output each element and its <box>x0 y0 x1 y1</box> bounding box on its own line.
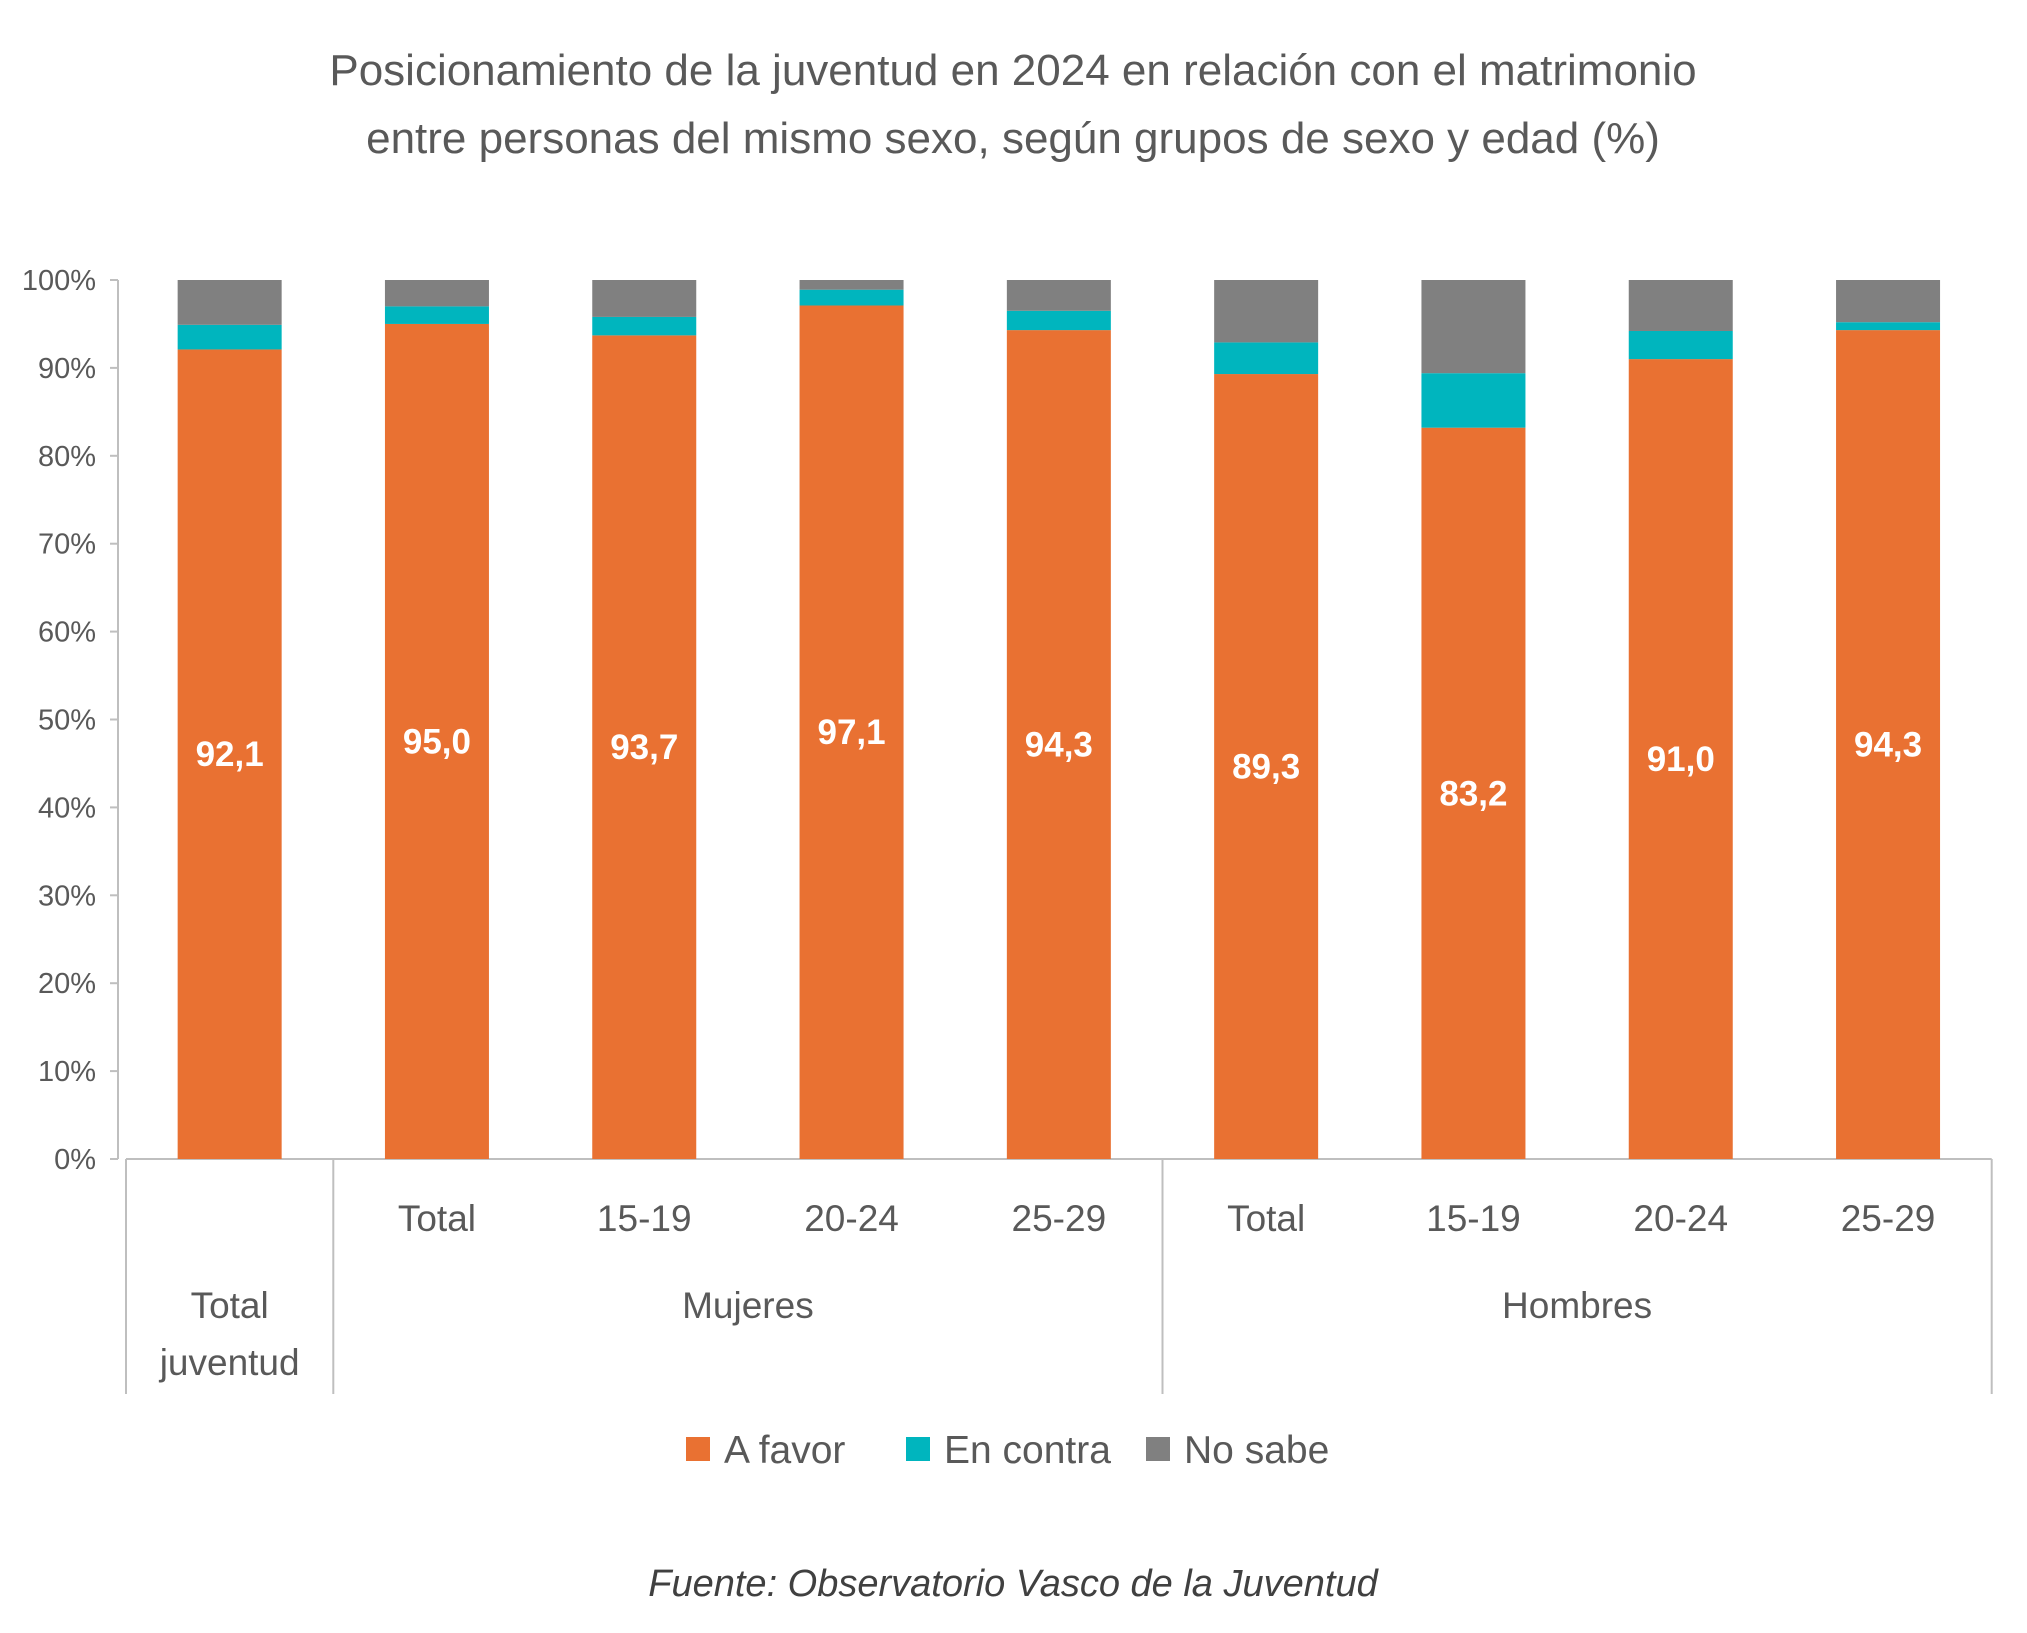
group-label: Hombres <box>1502 1285 1652 1326</box>
legend-swatch <box>686 1437 710 1461</box>
bar-segment-no-sabe <box>1006 280 1111 311</box>
bar-segment-a-favor <box>177 349 282 1159</box>
y-tick-label: 60% <box>38 617 96 649</box>
bar-segment-a-favor <box>384 323 489 1159</box>
group-label: Total <box>191 1285 269 1326</box>
bar-segment-no-sabe <box>384 280 489 307</box>
data-label: 95,0 <box>403 722 471 761</box>
bar-segment-en-contra <box>799 289 904 306</box>
bar-segment-no-sabe <box>1421 280 1526 374</box>
bar-segment-en-contra <box>1421 373 1526 428</box>
chart-title-line-1: Posicionamiento de la juventud en 2024 e… <box>329 46 1696 95</box>
category-label: 15-19 <box>1426 1198 1521 1239</box>
category-label: Total <box>398 1198 476 1239</box>
legend-swatch <box>1146 1437 1170 1461</box>
legend-swatch <box>906 1437 930 1461</box>
bar-segment-no-sabe <box>1214 280 1319 343</box>
category-label: Total <box>1227 1198 1305 1239</box>
chart-title-line-2: entre personas del mismo sexo, según gru… <box>366 114 1660 163</box>
y-tick-label: 0% <box>54 1144 96 1176</box>
source-note: Fuente: Observatorio Vasco de la Juventu… <box>648 1563 1379 1605</box>
bar-segment-no-sabe <box>592 280 697 317</box>
bar-segment-no-sabe <box>177 280 282 325</box>
data-label: 92,1 <box>196 735 264 774</box>
bar-segment-en-contra <box>1006 310 1111 331</box>
legend-label: No sabe <box>1184 1429 1329 1472</box>
category-label: 15-19 <box>597 1198 692 1239</box>
bar-segment-en-contra <box>592 316 697 336</box>
bar-segment-en-contra <box>384 306 489 324</box>
data-label: 89,3 <box>1232 748 1300 787</box>
bar-segment-a-favor <box>1006 330 1111 1159</box>
bar-segment-no-sabe <box>799 280 904 290</box>
bar-segment-en-contra <box>1214 342 1319 375</box>
y-tick-label: 80% <box>38 441 96 473</box>
y-tick-label: 40% <box>38 792 96 824</box>
legend-label: En contra <box>944 1429 1111 1472</box>
y-tick-label: 20% <box>38 968 96 1000</box>
y-tick-label: 100% <box>22 265 96 297</box>
y-tick-label: 70% <box>38 529 96 561</box>
bar-segment-no-sabe <box>1628 280 1733 331</box>
bar-segment-a-favor <box>1421 427 1526 1159</box>
bar-segment-en-contra <box>1836 322 1941 331</box>
group-label: juventud <box>159 1342 300 1383</box>
data-label: 97,1 <box>817 713 885 752</box>
legend-label: A favor <box>724 1429 845 1472</box>
y-tick-label: 10% <box>38 1056 96 1088</box>
bar-segment-no-sabe <box>1836 280 1941 323</box>
category-label: 25-29 <box>1841 1198 1936 1239</box>
data-label: 94,3 <box>1854 726 1922 765</box>
category-label: 20-24 <box>1633 1198 1728 1239</box>
bar-segment-a-favor <box>1628 359 1733 1159</box>
bar-segment-a-favor <box>592 335 697 1159</box>
category-label: 25-29 <box>1012 1198 1107 1239</box>
bar-segment-a-favor <box>1214 374 1319 1160</box>
data-label: 93,7 <box>610 728 678 767</box>
bar-segment-en-contra <box>177 324 282 350</box>
y-tick-label: 50% <box>38 705 96 737</box>
bar-segment-en-contra <box>1628 330 1733 360</box>
data-label: 94,3 <box>1025 726 1093 765</box>
bar-segment-a-favor <box>1836 330 1941 1159</box>
bar-segment-a-favor <box>799 305 904 1160</box>
data-label: 91,0 <box>1647 740 1715 779</box>
y-tick-label: 30% <box>38 880 96 912</box>
group-label: Mujeres <box>682 1285 814 1326</box>
y-tick-label: 90% <box>38 353 96 385</box>
category-label: 20-24 <box>804 1198 899 1239</box>
data-label: 83,2 <box>1439 774 1507 813</box>
